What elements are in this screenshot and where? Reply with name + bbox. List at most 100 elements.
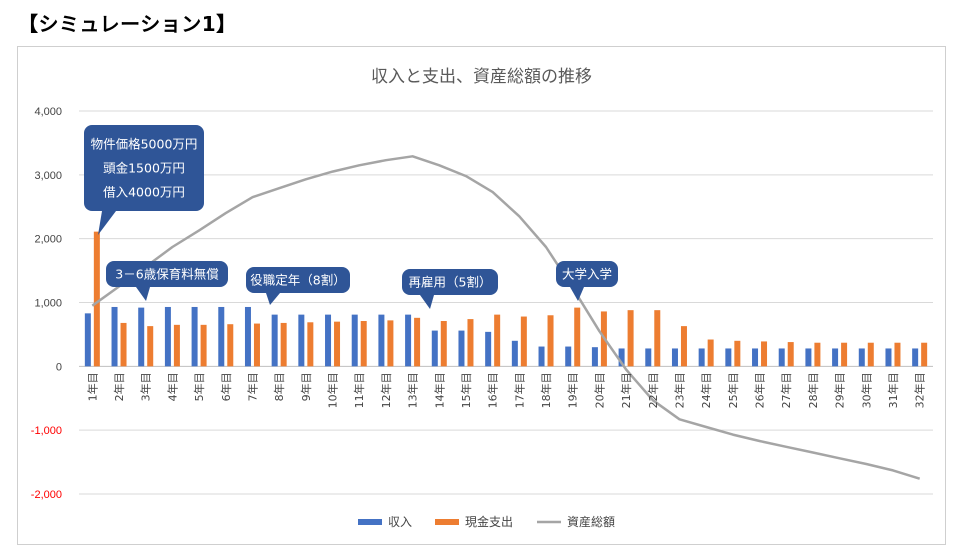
expense-bar — [173, 324, 180, 367]
x-tick-label: 14年目 — [432, 372, 446, 408]
income-bar — [458, 330, 465, 367]
x-tick-label: 28年目 — [806, 372, 820, 408]
expense-bar — [547, 315, 554, 367]
x-tick-label: 8年目 — [272, 372, 286, 401]
x-tick-label: 7年目 — [245, 372, 259, 401]
expense-bar — [120, 322, 127, 367]
income-bar — [885, 348, 892, 367]
expense-bar — [467, 319, 474, 367]
chart-plot: 4,000 3,000 2,000 1,000 0 -1,000 -2,000 1年目 2年目 3… — [31, 106, 933, 529]
expense-bar — [921, 342, 928, 367]
legend-label: 収入 — [388, 515, 412, 529]
expense-bar — [867, 342, 874, 367]
y-tick-label: 4,000 — [34, 106, 62, 118]
x-tick-label: 5年目 — [192, 372, 206, 401]
income-bar — [378, 314, 385, 367]
income-bar — [485, 331, 492, 367]
x-tick-label: 2年目 — [112, 372, 126, 401]
x-tick-label: 23年目 — [672, 372, 686, 408]
callout-box — [402, 269, 498, 295]
page-heading: 【シミュレーション1】 — [18, 12, 237, 36]
callout-text: 大学入学 — [562, 267, 612, 282]
expense-bar — [841, 342, 848, 367]
expense-bar — [494, 314, 501, 367]
income-bar — [778, 348, 785, 367]
income-bar — [271, 314, 278, 367]
x-tick-label: 27年目 — [779, 372, 793, 408]
callout-box — [106, 261, 228, 287]
x-tick-label: 15年目 — [459, 372, 473, 408]
chart-title: 収入と支出、資産総額の推移 — [371, 67, 592, 87]
x-tick-label: 12年目 — [379, 372, 393, 408]
x-tick-label: 24年目 — [699, 372, 713, 408]
x-tick-label: 17年目 — [512, 372, 526, 408]
callout-pointer — [98, 211, 116, 235]
income-bar — [912, 348, 919, 367]
x-tick-label: 3年目 — [139, 372, 153, 401]
x-tick-label: 13年目 — [406, 372, 420, 408]
expense-bar — [814, 342, 821, 367]
income-bar — [805, 348, 812, 367]
callout-text: 役職定年（8割） — [250, 273, 345, 288]
expense-bar — [307, 322, 314, 367]
x-tick-label: 16年目 — [486, 372, 500, 408]
income-bar — [138, 307, 145, 367]
legend-label: 現金支出 — [465, 514, 513, 529]
y-tick-label: 0 — [56, 361, 62, 373]
income-bar — [725, 348, 732, 367]
income-bar — [244, 306, 251, 367]
x-tick-label: 22年目 — [646, 372, 660, 408]
x-tick-label: 25年目 — [726, 372, 740, 408]
callout-box — [246, 267, 350, 293]
income-bar — [832, 348, 839, 367]
callout-box — [84, 125, 204, 211]
y-tick-label: -1,000 — [31, 425, 62, 437]
chart-frame: 収入と支出、資産総額の推移 4,000 3,000 2,000 1,000 0 -1,00… — [17, 46, 946, 545]
expense-bar — [253, 323, 260, 367]
income-bar — [111, 306, 118, 367]
asset-total-line — [91, 155, 921, 480]
expense-bar — [93, 231, 100, 367]
expense-bar — [654, 310, 661, 367]
x-tick-label: 29年目 — [833, 372, 847, 408]
expense-bar — [360, 321, 367, 367]
expense-bar — [894, 342, 901, 367]
callout-text: 頭金1500万円 — [103, 161, 185, 176]
income-bar — [858, 348, 865, 367]
income-bar — [698, 348, 705, 367]
income-bar — [671, 348, 678, 367]
x-tick-label: 11年目 — [352, 372, 366, 408]
callout-pointer — [420, 295, 434, 309]
expense-bar — [280, 322, 287, 367]
expense-bar — [734, 340, 741, 367]
callout-text: 再雇用（5割） — [409, 275, 492, 290]
income-bar — [84, 313, 91, 367]
y-tick-label: 3,000 — [34, 170, 62, 182]
x-tick-label: 1年目 — [85, 372, 99, 401]
callout-box — [556, 261, 618, 287]
income-bar — [164, 306, 171, 367]
income-bar — [565, 346, 572, 367]
expense-bar — [200, 324, 207, 367]
expense-bar — [387, 320, 394, 367]
callout-text: 物件価格5000万円 — [91, 137, 198, 152]
callout-pointer — [136, 287, 150, 301]
expense-bar — [627, 310, 634, 367]
income-bar — [752, 348, 759, 367]
x-tick-label: 32年目 — [913, 372, 927, 408]
x-tick-label: 18年目 — [539, 372, 553, 408]
expense-bar — [520, 316, 527, 367]
expense-bar — [787, 342, 794, 367]
legend-swatch — [435, 519, 459, 525]
expense-bar — [574, 307, 581, 367]
callout-pointer — [266, 293, 280, 305]
x-tick-label: 6年目 — [219, 372, 233, 401]
y-tick-label: -2,000 — [31, 489, 62, 501]
income-bar — [218, 306, 225, 367]
x-tick-label: 30年目 — [859, 372, 873, 408]
expense-bar — [707, 339, 714, 367]
callout-text: 借入4000万円 — [103, 185, 185, 200]
legend-label: 資産総額 — [567, 514, 615, 529]
income-bar — [618, 348, 625, 367]
income-bar — [591, 347, 598, 367]
